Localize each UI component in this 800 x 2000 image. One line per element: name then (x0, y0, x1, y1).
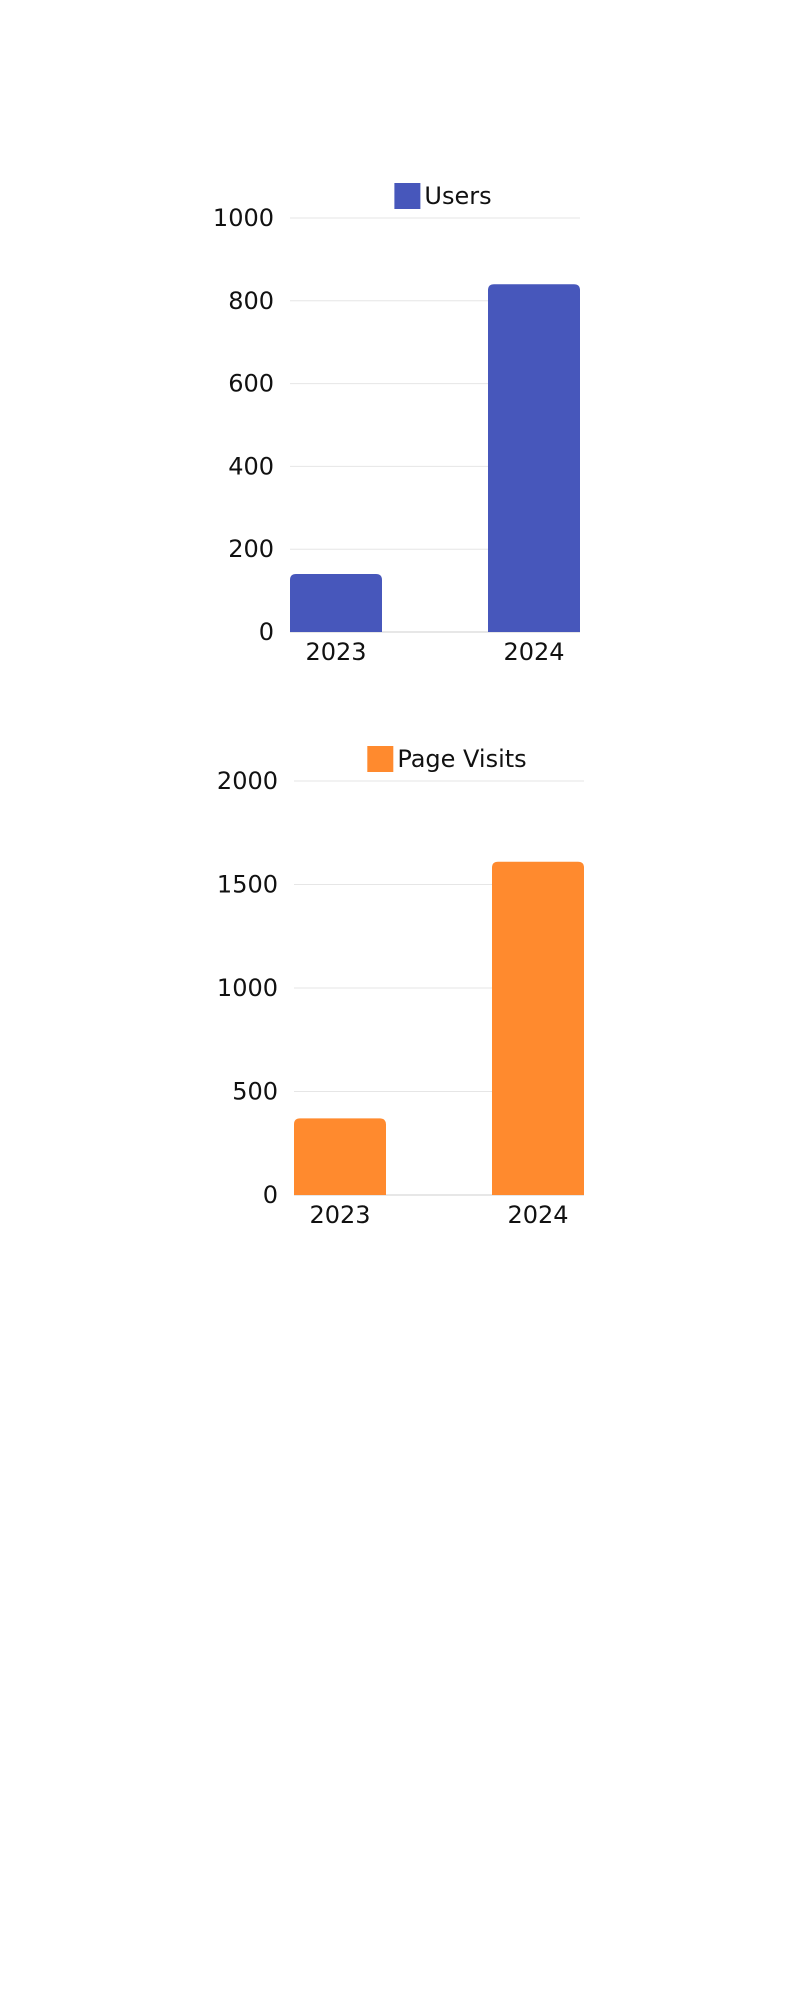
visits-y-tick-label: 1000 (217, 974, 278, 1002)
users-bar-2024 (488, 284, 580, 632)
users-legend-swatch (394, 183, 421, 209)
users-y-tick-label: 400 (228, 452, 274, 480)
users-y-tick-label: 0 (259, 618, 274, 646)
visits-legend: Page Visits (367, 745, 527, 773)
users-chart-svg: Users 0 200 400 600 800 1000 2023 2024 (213, 182, 580, 666)
visits-bar-2023 (294, 1118, 386, 1195)
users-y-tick-label: 800 (228, 287, 274, 315)
visits-x-tick-label: 2024 (507, 1201, 568, 1229)
page-visits-chart: Page Visits 0 500 1000 1500 2000 2023 2024 (0, 700, 800, 1260)
visits-y-tick-label: 1500 (217, 871, 278, 899)
visits-legend-label: Page Visits (397, 745, 526, 773)
page-visits-chart-svg: Page Visits 0 500 1000 1500 2000 2023 2024 (217, 745, 584, 1229)
visits-bar-2024 (492, 861, 584, 1195)
users-y-tick-label: 600 (228, 370, 274, 398)
visits-legend-swatch (367, 746, 394, 772)
visits-x-tick-label: 2023 (309, 1201, 370, 1229)
users-legend: Users (394, 182, 492, 210)
visits-y-tick-label: 0 (263, 1181, 278, 1209)
visits-y-tick-label: 500 (232, 1078, 278, 1106)
users-x-tick-label: 2024 (503, 638, 564, 666)
users-bar-2023 (290, 574, 382, 632)
users-y-tick-label: 1000 (213, 204, 274, 232)
users-chart: Users 0 200 400 600 800 1000 2023 2024 (0, 0, 800, 700)
users-y-tick-label: 200 (228, 535, 274, 563)
visits-y-tick-label: 2000 (217, 767, 278, 795)
users-legend-label: Users (424, 182, 491, 210)
users-x-tick-label: 2023 (305, 638, 366, 666)
